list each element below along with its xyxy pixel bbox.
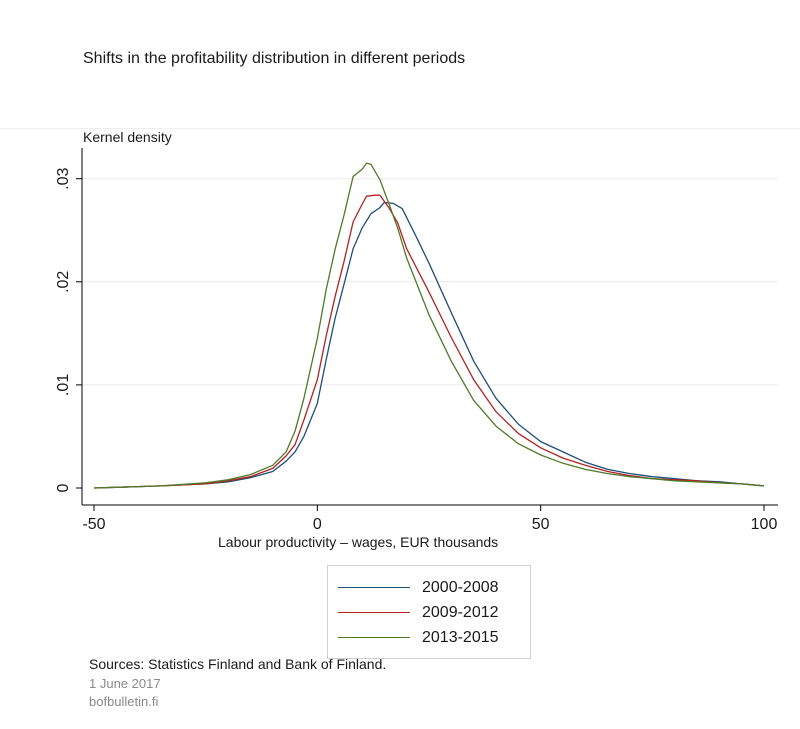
legend: 2000-2008 2009-2012 2013-2015 (327, 565, 531, 659)
y-axis-label: Kernel density (83, 129, 172, 145)
x-tick-label-0: -50 (82, 516, 105, 533)
x-tick-label-3: 100 (751, 516, 778, 533)
series-line-0 (93, 201, 765, 489)
grid-lines (82, 178, 778, 386)
legend-item-2: 2013-2015 (338, 628, 528, 648)
legend-label-1: 2009-2012 (422, 604, 499, 621)
sources-note: Sources: Statistics Finland and Bank of … (89, 656, 387, 672)
x-tick-label-1: 0 (313, 516, 322, 533)
series-lines (93, 162, 765, 489)
series-line-1 (93, 194, 765, 489)
legend-swatch-1 (338, 612, 410, 613)
legend-label-2: 2013-2015 (422, 629, 499, 646)
legend-swatch-0 (338, 587, 410, 588)
ticks: 0 .01 .02 .03 -50 0 50 100 (55, 167, 777, 533)
y-tick-label-0: 0 (55, 483, 72, 492)
y-tick-label-2: .02 (55, 271, 72, 293)
legend-swatch-2 (338, 637, 410, 638)
top-border-line (0, 128, 800, 129)
legend-label-0: 2000-2008 (422, 579, 499, 596)
publication-date: 1 June 2017 (89, 676, 161, 691)
axes (81, 148, 778, 506)
chart-title: Shifts in the profitability distribution… (83, 50, 466, 67)
y-tick-label-3: .03 (55, 167, 72, 189)
site-credit: bofbulletin.fi (89, 694, 159, 709)
x-tick-label-2: 50 (532, 516, 550, 533)
y-tick-label-1: .01 (55, 374, 72, 396)
legend-item-0: 2000-2008 (338, 578, 528, 598)
legend-item-1: 2009-2012 (338, 603, 528, 623)
series-line-2 (93, 162, 765, 489)
x-axis-label: Labour productivity – wages, EUR thousan… (218, 534, 499, 550)
